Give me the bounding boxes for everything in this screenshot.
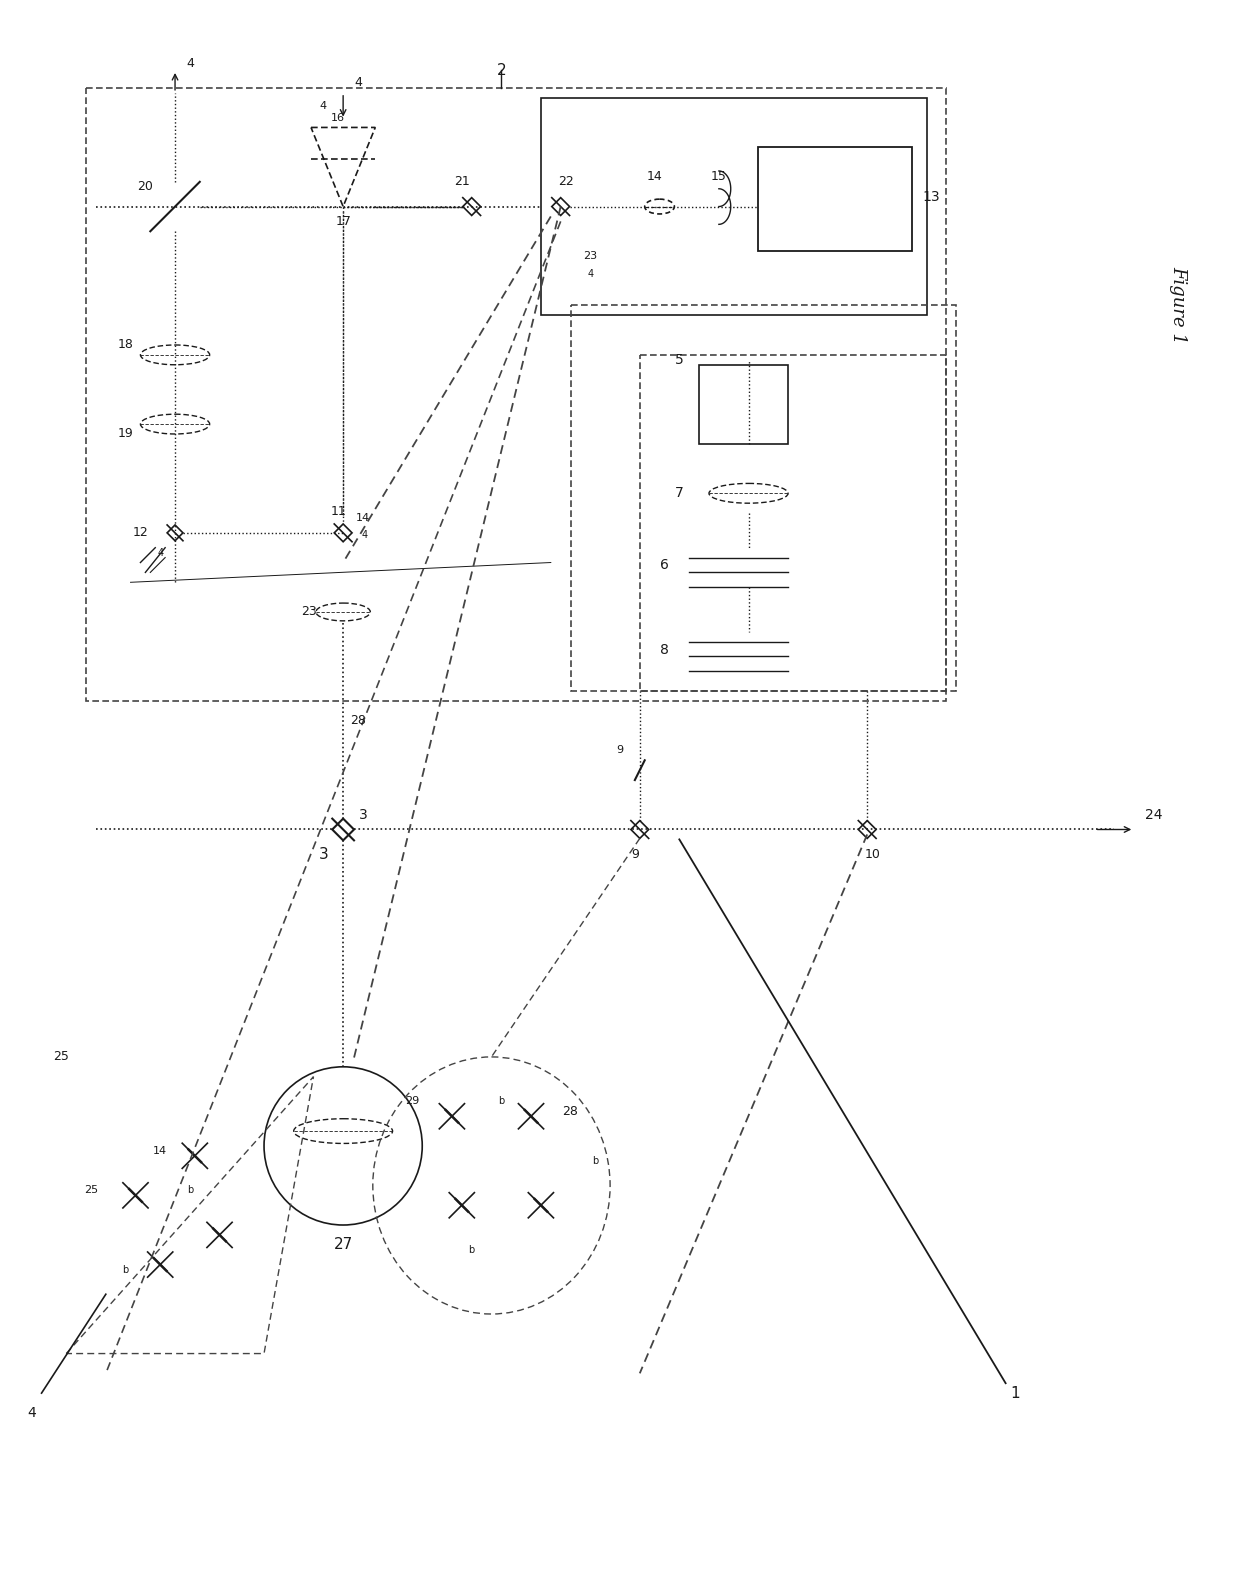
Text: 4: 4 [27,1405,36,1419]
Text: 8: 8 [660,642,668,656]
Text: 14: 14 [154,1146,167,1156]
Text: 4: 4 [355,77,362,89]
Text: 28: 28 [563,1105,579,1118]
Text: 29: 29 [405,1096,419,1107]
Text: 28: 28 [350,714,366,727]
Text: 17: 17 [335,215,351,228]
Text: 27: 27 [334,1237,352,1253]
Text: 2: 2 [496,63,506,77]
Text: 11: 11 [330,504,346,518]
Text: 13: 13 [923,190,940,204]
Text: 15: 15 [711,171,727,184]
Text: b: b [187,1185,193,1195]
Text: 16: 16 [331,113,345,122]
Text: 9: 9 [616,746,624,755]
Text: 4: 4 [588,268,594,279]
Text: b: b [469,1245,475,1254]
Text: 25: 25 [53,1050,69,1063]
Text: 12: 12 [133,526,149,540]
Text: 4: 4 [186,57,193,69]
Text: 3: 3 [358,807,367,821]
Text: 7: 7 [675,487,683,501]
Text: 10: 10 [864,848,880,860]
Bar [759,148,911,251]
Text: 3: 3 [319,846,329,862]
Text: 19: 19 [118,427,134,441]
Text: 14: 14 [356,513,370,523]
Bar [640,355,946,691]
Bar [699,364,789,444]
Text: Figure 1: Figure 1 [1169,267,1188,344]
Text: 4: 4 [320,100,327,111]
Text: 22: 22 [558,176,573,188]
Text: b: b [123,1264,129,1275]
Text: 21: 21 [454,176,470,188]
Text: 9: 9 [631,848,639,860]
Text: 18: 18 [118,339,134,352]
Text: 23: 23 [583,251,598,261]
Text: 1: 1 [1011,1386,1021,1400]
Text: 6: 6 [660,559,668,573]
Text: 20: 20 [138,181,154,193]
Text: 23: 23 [300,606,316,619]
Text: 4: 4 [157,548,164,557]
Bar [541,97,926,316]
Text: 14: 14 [647,171,662,184]
Text: 5: 5 [675,353,683,367]
Text: b: b [593,1156,599,1167]
Bar [86,88,946,700]
Text: 25: 25 [84,1185,98,1195]
Text: 4: 4 [362,529,368,540]
Text: b: b [498,1096,505,1107]
Text: 24: 24 [1146,807,1163,821]
Bar [570,306,956,691]
